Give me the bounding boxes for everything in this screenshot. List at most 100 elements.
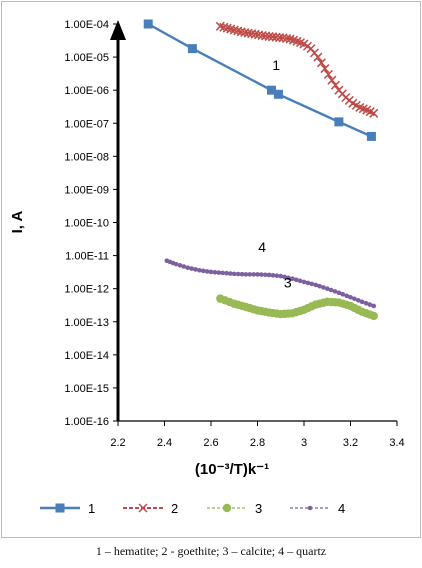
legend: 1 2 3 4	[40, 501, 345, 516]
y-tick-label: 1.00E-09	[64, 184, 109, 196]
series-2-point	[243, 28, 253, 38]
series-4-point	[173, 261, 179, 267]
series-4-point	[239, 271, 245, 277]
y-tick-label: 1.00E-15	[64, 383, 109, 395]
series-1-point	[187, 44, 197, 54]
y-tick-label: 1.00E-07	[64, 118, 109, 130]
series-4-point	[197, 267, 202, 273]
x-tick-label: 3.4	[389, 437, 404, 449]
series-2-point	[316, 58, 326, 68]
series-4-point	[220, 270, 225, 276]
y-tick-label: 1.00E-06	[64, 85, 109, 97]
figure-caption: 1 – hematite; 2 - goethite; 3 – calcite;…	[95, 544, 327, 558]
series-2-point	[254, 30, 264, 40]
series-4-point	[208, 269, 214, 275]
x-axis-title: (10⁻³/T)k⁻¹	[195, 461, 269, 478]
y-tick-label: 1.00E-10	[64, 218, 109, 230]
series-2-point	[323, 69, 333, 79]
series-2-point	[278, 33, 288, 43]
y-tick-label: 1.00E-11	[65, 251, 109, 263]
x-tick-label: 2.8	[250, 437, 265, 449]
legend-entry-2-marker	[138, 503, 148, 513]
series-4-point	[286, 275, 291, 281]
legend-entry-2-label: 2	[171, 501, 178, 516]
x-tick-label: 3.2	[343, 437, 358, 449]
series-1-point	[273, 89, 283, 99]
series-4-point	[247, 272, 253, 277]
x-tick-label: 2.4	[157, 437, 172, 449]
series-4-point	[262, 272, 268, 278]
series-4-point	[216, 270, 222, 275]
y-tick-label: 1.00E-14	[64, 350, 109, 362]
series-4-point	[193, 267, 198, 272]
series-4-point	[363, 300, 369, 306]
series-4-point	[297, 278, 303, 284]
series-4-point	[313, 282, 318, 288]
series-4-point	[282, 274, 287, 280]
series-4-point	[367, 302, 373, 307]
series-1-point	[334, 117, 344, 127]
series-4-point	[309, 281, 315, 287]
series-4-point	[181, 264, 187, 269]
series-1-point	[143, 19, 153, 29]
series-4-point	[348, 294, 353, 300]
series-4-point	[278, 273, 284, 279]
series-4-point	[293, 277, 299, 283]
series-2-point	[282, 33, 292, 44]
y-tick-label: 1.00E-13	[64, 317, 109, 329]
series-4-point	[305, 280, 311, 286]
series-4-point	[243, 272, 249, 277]
series-4-point	[301, 279, 307, 285]
y-tick-label: 1.00E-05	[64, 52, 109, 64]
series-1-point	[266, 85, 276, 95]
series-4-point	[371, 303, 377, 309]
series-2-point	[327, 75, 337, 85]
series-4-point	[212, 269, 218, 275]
series-4-point	[235, 271, 241, 277]
series-4-point	[177, 263, 183, 268]
legend-entry-3-marker	[222, 503, 232, 513]
series-4-point	[200, 268, 206, 274]
y-tick-label: 1.00E-04	[64, 19, 109, 31]
series-4-point	[317, 283, 322, 289]
y-axis-arrow	[110, 20, 126, 40]
series-4-point	[328, 287, 334, 293]
legend-entry-1-label: 1	[88, 501, 95, 516]
series-4-point	[344, 293, 349, 299]
series-4-point	[355, 298, 361, 303]
series-1-point	[366, 131, 376, 141]
series-4-point	[270, 273, 276, 278]
series-4-point	[332, 289, 338, 294]
series-4-point	[255, 272, 260, 277]
series-4-point	[321, 285, 326, 290]
series-4-point	[251, 272, 256, 277]
series-4-point	[189, 266, 194, 271]
annotation-label-4: 4	[258, 239, 266, 255]
series-4-point	[185, 265, 191, 271]
annotation-label-1: 1	[272, 57, 280, 73]
series-3-point	[369, 311, 378, 321]
y-tick-label: 1.00E-16	[64, 416, 109, 428]
series-2-point	[236, 27, 246, 37]
series-4-point	[204, 269, 210, 274]
series-4-point	[324, 286, 330, 291]
legend-entry-3-label: 3	[255, 501, 262, 516]
series-4-point	[228, 271, 233, 276]
series-4-point	[259, 272, 264, 277]
series-4-point	[266, 272, 272, 278]
y-tick-label: 1.00E-08	[64, 151, 109, 163]
series-2-point	[247, 29, 257, 39]
series-4-point	[290, 276, 295, 282]
plot-area: 1.00E-16 1.00E-15 1.00E-14 1.00E-13 1.00E-12…	[9, 19, 405, 478]
series-4-point	[359, 299, 365, 305]
series-4-point	[231, 271, 237, 277]
series-4-point	[340, 291, 346, 297]
series-4-point	[274, 273, 280, 279]
legend-entry-4-marker	[307, 505, 313, 511]
x-tick-label: 2.2	[110, 437, 125, 449]
legend-entry-1-marker	[55, 503, 65, 513]
series-2-point	[369, 108, 379, 118]
series-4-point	[336, 290, 342, 296]
y-tick-label: 1.00E-12	[64, 284, 109, 296]
